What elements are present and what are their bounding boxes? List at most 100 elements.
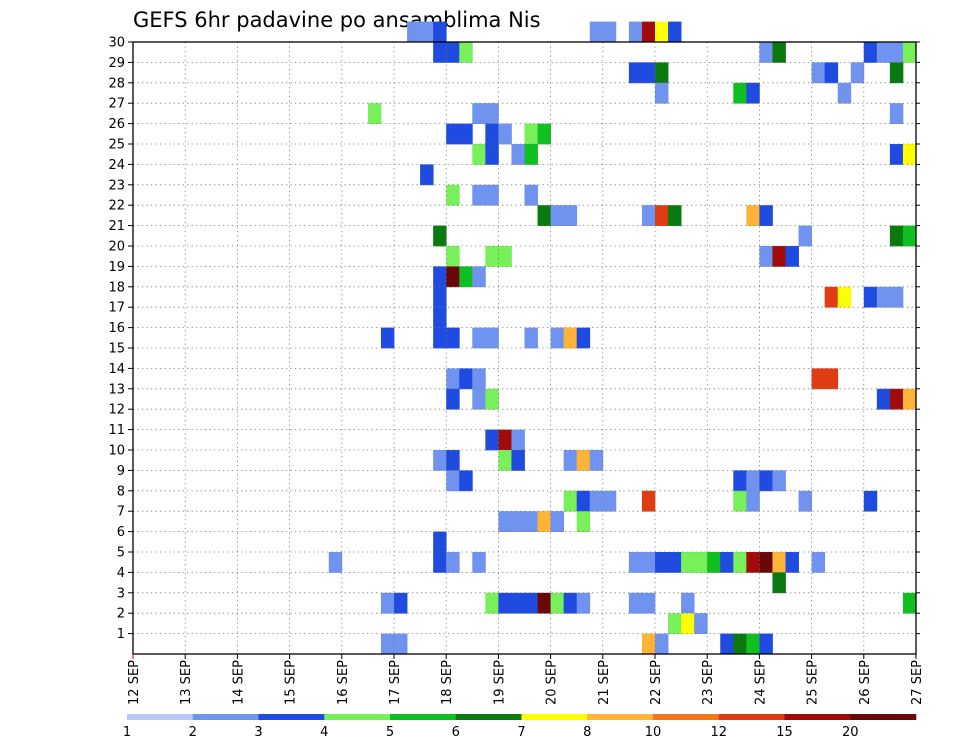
legend-swatch [455,714,522,720]
heatmap-cell [524,511,538,532]
heatmap-cell [537,592,551,614]
heatmap-cell [772,42,786,63]
heatmap-cell [889,62,904,84]
heatmap-cell [485,184,499,206]
heatmap-cell [380,592,395,614]
y-tick-label: 15 [108,342,125,357]
heatmap-cell [485,246,499,267]
heatmap-cell [902,42,917,63]
heatmap-cell [550,592,565,614]
heatmap-cell [863,42,878,63]
heatmap-cell [876,286,891,308]
heatmap-cell [824,286,839,308]
heatmap-cell [811,368,826,390]
heatmap-cell [889,286,904,308]
heatmap-cell [563,592,578,614]
heatmap-cell [511,429,525,451]
heatmap-cell [485,592,499,614]
heatmap-cell [759,470,773,492]
heatmap-cell [446,388,460,410]
heatmap-cell [641,21,656,43]
heatmap-cell [798,490,812,512]
x-tick-label: 15 SEP [284,660,299,705]
heatmap-cell [498,450,512,471]
heatmap-cell [459,42,473,63]
y-axis: 1234567891011121314151617181920212223242… [108,36,920,642]
y-tick-label: 30 [108,36,125,51]
heatmap-cell [485,327,499,349]
y-tick-label: 9 [117,464,125,479]
heatmap-cell [746,490,760,512]
heatmap-cell [498,592,512,614]
heatmap-cell [759,552,773,573]
heatmap-cell [641,552,656,573]
y-tick-label: 3 [117,586,125,601]
y-tick-label: 19 [108,260,125,275]
heatmap-cell [433,552,447,573]
heatmap-cell [485,144,499,165]
heatmap-cell [459,470,473,492]
heatmap-cell [537,123,551,145]
heatmap-cell [681,592,695,614]
heatmap-cell [681,552,695,573]
heatmap-cell [485,103,499,124]
legend-tick-label: 7 [517,725,525,740]
legend-tick-label: 20 [842,725,859,740]
heatmap-cell [433,286,447,308]
legend-swatch [192,714,259,720]
x-tick-label: 23 SEP [701,660,716,705]
heatmap-cell [524,592,538,614]
heatmap-cell [628,62,643,84]
heatmap-cell [589,21,604,43]
y-tick-label: 20 [108,240,125,255]
legend-swatch [258,714,325,720]
heatmap-cell [511,450,525,471]
y-tick-label: 10 [108,444,125,459]
heatmap-cell [811,62,826,84]
heatmap-cell [433,266,447,288]
heatmap-cell [798,225,812,247]
heatmap-cell [772,552,786,573]
heatmap-cell [655,82,669,104]
legend-swatch [390,714,457,720]
heatmap-cell [524,184,538,206]
legend-tick-label: 1 [123,725,131,740]
heatmap-cell [681,613,695,634]
heatmap-cell [576,592,591,614]
heatmap-cell [628,21,643,43]
heatmap-cell [668,205,682,226]
heatmap-cell [876,42,891,63]
heatmap-cell [524,123,538,145]
x-tick-label: 14 SEP [231,660,246,705]
heatmap-cell [746,552,760,573]
heatmap-cell [811,552,826,573]
y-tick-label: 29 [108,56,125,71]
heatmap-cell [380,327,395,349]
heatmap-cell [459,368,473,390]
heatmap-cell [407,21,421,43]
heatmap-cell [472,266,486,288]
heatmap-cell [367,103,382,124]
heatmap-cell [694,613,708,634]
heatmap-cell [472,144,486,165]
x-tick-label: 24 SEP [753,660,768,705]
heatmap-cell [746,633,760,655]
heatmap-cell [655,21,669,43]
heatmap-cell [668,21,682,43]
heatmap-cell [889,388,904,410]
heatmap-cell [889,144,904,165]
x-axis: 12 SEP 13 SEP 14 SEP 15 SEP 16 SEP 17 SEP 18 S… [127,654,925,705]
heatmap-cell [446,123,460,145]
heatmap-cell [655,552,669,573]
heatmap-cell [446,552,460,573]
y-tick-label: 21 [108,219,125,234]
heatmap-cell [902,592,917,614]
heatmap-cell [889,103,904,124]
heatmap-cell [485,388,499,410]
heatmap-cell [576,450,591,471]
heatmap-cell [589,450,604,471]
heatmap-cell [902,225,917,247]
heatmap-cell [733,552,747,573]
heatmap-cell [459,123,473,145]
heatmap-cell [433,450,447,471]
